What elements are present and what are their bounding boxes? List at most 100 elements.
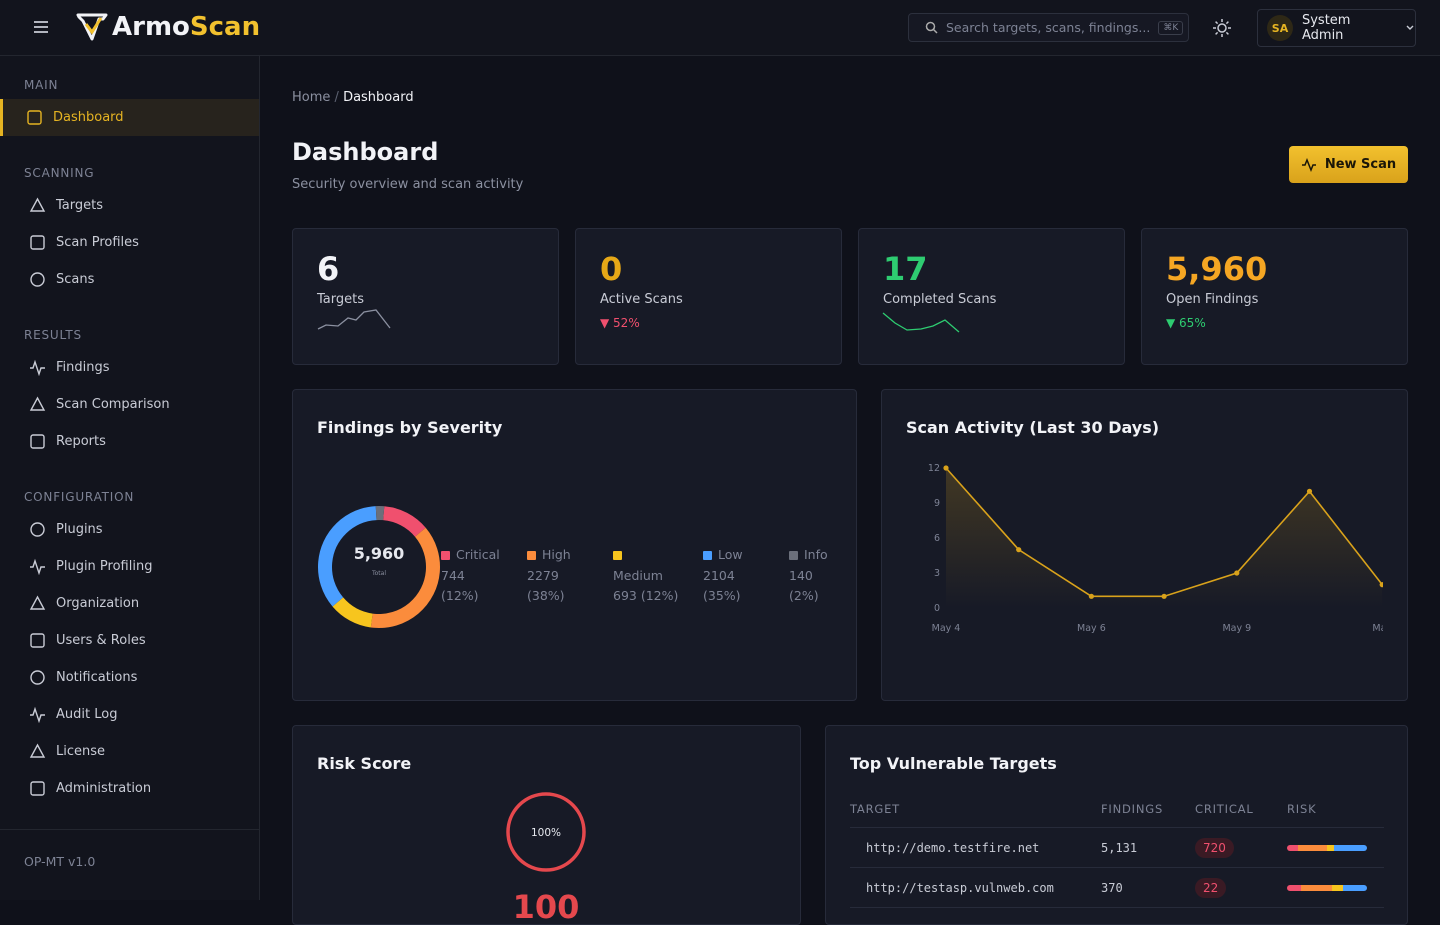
sidebar-footer: OP-MT v1.0 [0, 829, 259, 891]
menu-button[interactable] [32, 19, 50, 35]
icon-shape [30, 632, 45, 648]
legend-item: Info 140 (2%) [789, 545, 875, 607]
critical-badge: 22 [1195, 878, 1227, 898]
critical-cell: 720 [1195, 838, 1287, 858]
breadcrumb-link[interactable]: Home [292, 90, 331, 105]
nav-label: Plugins [56, 521, 103, 537]
nav-item[interactable]: Dashboard [0, 98, 259, 136]
nav-item[interactable]: Administration [0, 770, 259, 807]
findings-count: 370 [1101, 880, 1123, 895]
legend-swatch [441, 550, 450, 560]
legend-head [613, 545, 703, 566]
nav-label: Notifications [56, 669, 138, 685]
table-row[interactable]: http://testasp.vulnweb.com 370 22 [850, 868, 1384, 908]
nav-item[interactable]: Organization [0, 585, 259, 622]
nav-item[interactable]: Plugin Profiling [0, 548, 259, 585]
nav-item[interactable]: Targets [0, 187, 259, 224]
nav-icon [30, 558, 45, 575]
legend-swatch [527, 550, 536, 560]
nav-label: Scans [56, 271, 95, 287]
point [1306, 488, 1313, 494]
legend-percent: (2%) [789, 588, 819, 603]
top-bar: ArmoScan Search targets, scans, findings… [0, 0, 1440, 56]
legend-name: Medium [613, 567, 663, 583]
nav-label: Administration [56, 780, 152, 796]
nav-icon [30, 433, 45, 449]
nav-label: Scan Comparison [56, 396, 170, 412]
stat-card: 17 Completed Scans [858, 228, 1125, 365]
new-scan-button[interactable]: New Scan [1289, 146, 1408, 183]
search-box[interactable]: Search targets, scans, findings... ⌘K [908, 13, 1189, 42]
nav-item[interactable]: License [0, 733, 259, 770]
nav-item[interactable]: Audit Log [0, 696, 259, 733]
stat-change: ▼ 65% [1166, 316, 1206, 330]
donut-segment [318, 506, 440, 628]
legend-value: 2104 [703, 566, 789, 587]
nav-section: MAIN Dashboard [0, 77, 259, 136]
nav-section: SCANNING Targets Scan Profiles Scans [0, 165, 259, 298]
stat-label: Targets [317, 292, 364, 307]
nav-label: Reports [56, 433, 106, 449]
nav-icon [29, 396, 46, 411]
nav-icon [30, 234, 45, 250]
stat-label: Active Scans [600, 292, 683, 307]
sparkline [317, 309, 391, 330]
table-row[interactable]: http://demo.testfire.net 5,131 720 [850, 828, 1384, 868]
legend-percent: (12%) [640, 588, 679, 603]
nav-item[interactable]: Scan Comparison [0, 386, 259, 423]
page-subtitle: Security overview and scan activity [292, 177, 524, 192]
table-header: TARGET FINDINGS CRITICAL RISK [850, 790, 1384, 828]
nav-item[interactable]: Findings [0, 349, 259, 386]
nav-item[interactable]: Scan Profiles [0, 224, 259, 261]
legend-swatch [703, 550, 712, 560]
x-tick-label: May 4 [932, 623, 961, 634]
donut-center-label: Total [371, 570, 386, 577]
card-title: Risk Score [317, 754, 412, 773]
nav-icon [30, 780, 45, 796]
brand-a: Armo [112, 12, 190, 42]
legend-head: High [527, 545, 613, 566]
sidebar: MAIN Dashboard SCANNING Targets Scan Profile… [0, 56, 260, 900]
nav-label: License [56, 743, 106, 759]
version: OP-MT v1.0 [24, 854, 96, 869]
icon-shape [29, 743, 46, 758]
stat-value: 6 [317, 250, 340, 288]
stat-card: 0 Active Scans ▼ 52% [575, 228, 842, 365]
point [1088, 593, 1094, 599]
stat-label: Completed Scans [883, 292, 997, 307]
sparkline-path [882, 312, 960, 333]
breadcrumb-separator: / [334, 90, 339, 105]
icon-shape [29, 396, 46, 411]
risk-bar-part [1333, 844, 1367, 851]
nav-icon [29, 197, 46, 212]
nav-icon [30, 271, 45, 287]
nav-icon [30, 359, 45, 376]
risk-bar-part [1287, 844, 1299, 851]
targets-table: TARGET FINDINGS CRITICAL RISK http://demo.te… [850, 790, 1384, 908]
nav-label: Dashboard [53, 109, 124, 125]
user-name: System Admin [1301, 13, 1351, 43]
nav-item[interactable]: Notifications [0, 659, 259, 696]
risk-score: 100 [513, 888, 580, 925]
button-label: New Scan [1324, 157, 1397, 172]
area [946, 468, 1383, 608]
nav-icon [30, 521, 45, 537]
stat-card: 6 Targets [292, 228, 559, 365]
sparkline-path [317, 309, 391, 330]
stat-value: 17 [883, 250, 928, 288]
critical-cell: 22 [1195, 878, 1287, 898]
breadcrumb-current: Dashboard [343, 90, 414, 105]
x-tick-label: May 9 [1222, 623, 1251, 634]
legend-count: 140 [789, 567, 813, 583]
nav-label: Users & Roles [56, 632, 146, 648]
section-title: SCANNING [24, 166, 95, 180]
nav-label: Audit Log [56, 706, 118, 722]
theme-toggle[interactable] [1213, 19, 1231, 37]
user-menu[interactable]: SA System Admin [1257, 9, 1416, 47]
nav-item[interactable]: Scans [0, 261, 259, 298]
nav-item[interactable]: Users & Roles [0, 622, 259, 659]
legend-item: High 2279 (38%) [527, 545, 613, 607]
nav-item[interactable]: Plugins [0, 511, 259, 548]
risk-bar [1287, 884, 1367, 891]
nav-item[interactable]: Reports [0, 423, 259, 460]
